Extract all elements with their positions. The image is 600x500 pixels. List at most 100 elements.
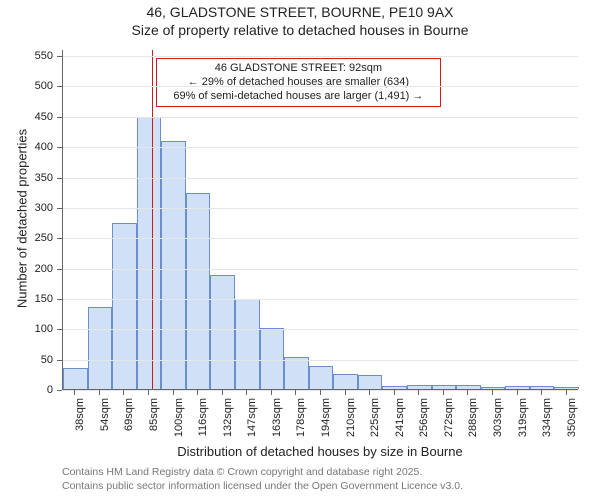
- gridline-h: [63, 238, 578, 239]
- xtick-mark: [320, 390, 321, 395]
- xtick-label: 225sqm: [369, 398, 381, 458]
- xtick-label: 147sqm: [246, 398, 258, 458]
- xtick-label: 85sqm: [148, 398, 160, 458]
- xtick-label: 194sqm: [320, 398, 332, 458]
- ytick-mark: [57, 117, 62, 118]
- xtick-mark: [123, 390, 124, 395]
- xtick-mark: [173, 390, 174, 395]
- chart-title-line2: Size of property relative to detached ho…: [0, 22, 600, 38]
- ytick-label: 400: [0, 141, 53, 153]
- xtick-mark: [541, 390, 542, 395]
- xtick-mark: [246, 390, 247, 395]
- xtick-mark: [295, 390, 296, 395]
- histogram-bar: [407, 385, 432, 389]
- callout-line2: ← 29% of detached houses are smaller (63…: [163, 76, 434, 90]
- callout-line1: 46 GLADSTONE STREET: 92sqm: [163, 62, 434, 76]
- xtick-mark: [197, 390, 198, 395]
- xtick-label: 69sqm: [123, 398, 135, 458]
- histogram-bar: [137, 117, 162, 389]
- xtick-label: 288sqm: [467, 398, 479, 458]
- histogram-bar: [210, 275, 235, 389]
- chart-title-line1: 46, GLADSTONE STREET, BOURNE, PE10 9AX: [0, 4, 600, 20]
- xtick-label: 54sqm: [99, 398, 111, 458]
- gridline-h: [63, 117, 578, 118]
- histogram-bar: [63, 368, 88, 389]
- ytick-label: 200: [0, 263, 53, 275]
- xtick-mark: [99, 390, 100, 395]
- xtick-label: 241sqm: [394, 398, 406, 458]
- xtick-label: 272sqm: [443, 398, 455, 458]
- ytick-label: 50: [0, 354, 53, 366]
- reference-line: [152, 50, 153, 389]
- histogram-bar: [358, 375, 383, 389]
- ytick-label: 350: [0, 172, 53, 184]
- footer-line1: Contains HM Land Registry data © Crown c…: [62, 466, 463, 480]
- xtick-mark: [222, 390, 223, 395]
- plot-area: 46 GLADSTONE STREET: 92sqm ← 29% of deta…: [62, 50, 578, 390]
- ytick-mark: [57, 269, 62, 270]
- xtick-mark: [467, 390, 468, 395]
- xtick-label: 178sqm: [295, 398, 307, 458]
- gridline-h: [63, 56, 578, 57]
- chart-title-block: 46, GLADSTONE STREET, BOURNE, PE10 9AX S…: [0, 4, 600, 38]
- histogram-bar: [554, 387, 579, 389]
- ytick-label: 550: [0, 50, 53, 62]
- histogram-bar: [481, 387, 506, 389]
- gridline-h: [63, 360, 578, 361]
- gridline-h: [63, 269, 578, 270]
- xtick-label: 163sqm: [271, 398, 283, 458]
- xtick-mark: [492, 390, 493, 395]
- ytick-mark: [57, 238, 62, 239]
- footer-attribution: Contains HM Land Registry data © Crown c…: [62, 466, 463, 493]
- histogram-bar: [309, 366, 334, 389]
- gridline-h: [63, 329, 578, 330]
- histogram-bar: [284, 357, 309, 389]
- gridline-h: [63, 178, 578, 179]
- ytick-mark: [57, 178, 62, 179]
- ytick-mark: [57, 299, 62, 300]
- histogram-bar: [112, 223, 137, 389]
- xtick-mark: [345, 390, 346, 395]
- ytick-label: 100: [0, 323, 53, 335]
- ytick-mark: [57, 56, 62, 57]
- xtick-label: 38sqm: [74, 398, 86, 458]
- gridline-h: [63, 147, 578, 148]
- gridline-h: [63, 299, 578, 300]
- ytick-mark: [57, 329, 62, 330]
- histogram-bar: [88, 307, 113, 389]
- gridline-h: [63, 86, 578, 87]
- xtick-label: 334sqm: [541, 398, 553, 458]
- xtick-mark: [74, 390, 75, 395]
- ytick-label: 300: [0, 202, 53, 214]
- histogram-bar: [505, 386, 530, 389]
- xtick-label: 116sqm: [197, 398, 209, 458]
- histogram-bar: [456, 385, 481, 389]
- xtick-mark: [369, 390, 370, 395]
- ytick-mark: [57, 208, 62, 209]
- xtick-mark: [443, 390, 444, 395]
- xtick-label: 319sqm: [517, 398, 529, 458]
- callout-box: 46 GLADSTONE STREET: 92sqm ← 29% of deta…: [156, 58, 441, 107]
- xtick-label: 350sqm: [566, 398, 578, 458]
- xtick-mark: [394, 390, 395, 395]
- gridline-h: [63, 208, 578, 209]
- footer-line2: Contains public sector information licen…: [62, 480, 463, 494]
- xtick-label: 303sqm: [492, 398, 504, 458]
- ytick-label: 500: [0, 80, 53, 92]
- histogram-bar: [260, 328, 285, 389]
- histogram-bar: [382, 386, 407, 389]
- histogram-bar: [530, 386, 555, 389]
- ytick-label: 0: [0, 384, 53, 396]
- callout-line3: 69% of semi-detached houses are larger (…: [163, 90, 434, 104]
- ytick-mark: [57, 390, 62, 391]
- xtick-mark: [418, 390, 419, 395]
- ytick-label: 150: [0, 293, 53, 305]
- xtick-mark: [148, 390, 149, 395]
- histogram-bar: [333, 374, 358, 389]
- histogram-bar: [235, 299, 260, 389]
- ytick-label: 450: [0, 111, 53, 123]
- xtick-label: 100sqm: [173, 398, 185, 458]
- xtick-label: 256sqm: [418, 398, 430, 458]
- histogram-bar: [432, 385, 457, 389]
- xtick-label: 210sqm: [345, 398, 357, 458]
